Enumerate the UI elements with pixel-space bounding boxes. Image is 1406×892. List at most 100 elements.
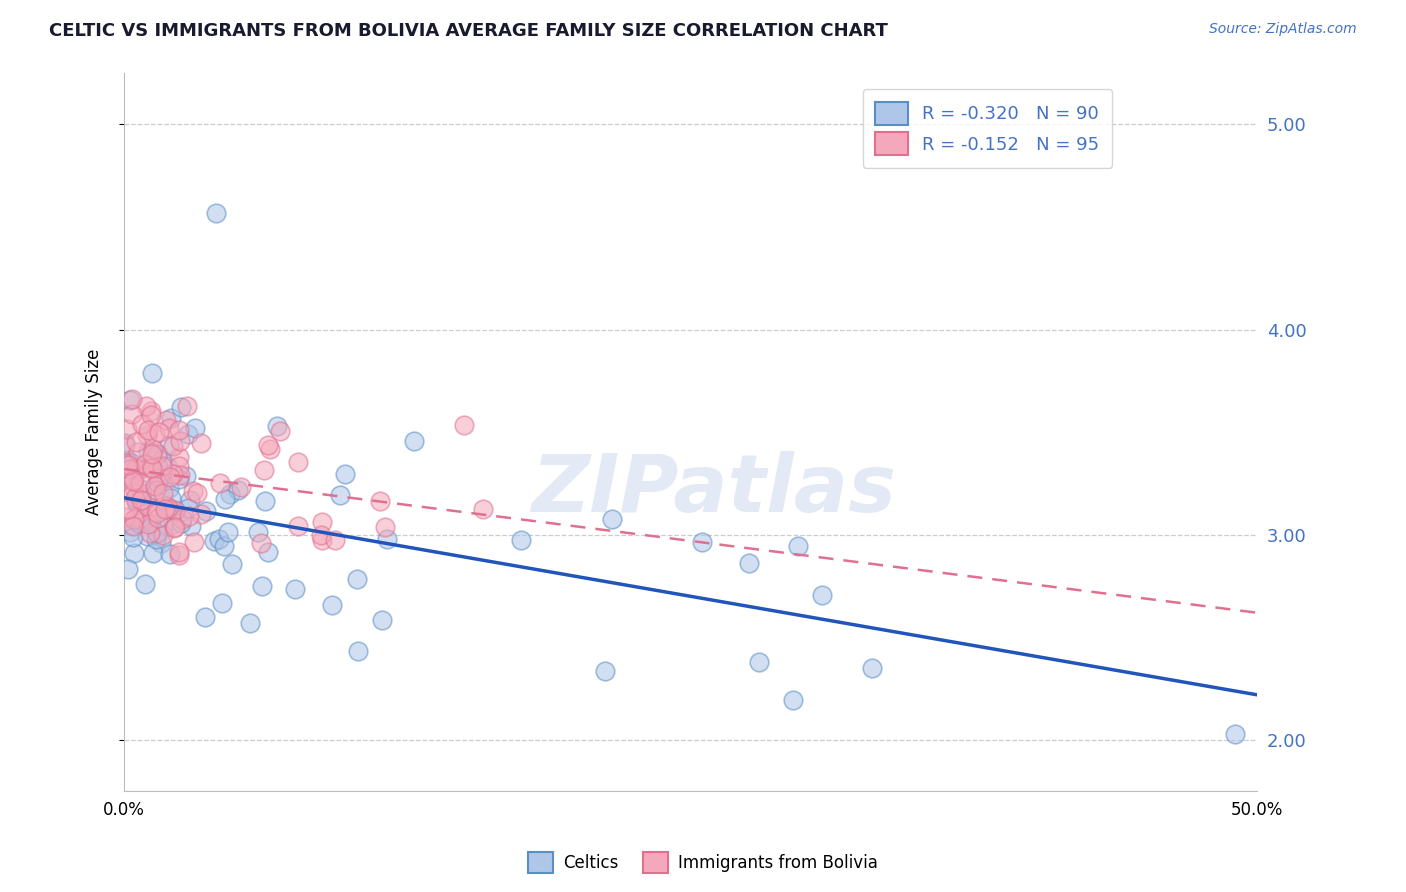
Point	[159, 469, 181, 483]
Point	[283, 582, 305, 597]
Point	[170, 401, 193, 415]
Point	[121, 407, 143, 421]
Point	[163, 503, 186, 517]
Point	[141, 409, 163, 423]
Point	[115, 422, 138, 436]
Point	[156, 459, 179, 474]
Point	[162, 439, 184, 453]
Point	[239, 615, 262, 630]
Point	[690, 535, 713, 549]
Point	[138, 423, 160, 437]
Point	[148, 471, 170, 485]
Point	[146, 511, 169, 525]
Point	[204, 205, 226, 219]
Point	[257, 438, 280, 452]
Point	[163, 519, 186, 533]
Point	[184, 421, 207, 435]
Point	[160, 491, 183, 506]
Point	[782, 693, 804, 707]
Point	[221, 557, 243, 571]
Point	[169, 467, 191, 482]
Point	[146, 526, 169, 541]
Point	[134, 577, 156, 591]
Point	[121, 456, 143, 470]
Point	[347, 643, 370, 657]
Point	[141, 366, 163, 380]
Point	[156, 499, 179, 513]
Point	[146, 460, 169, 475]
Point	[218, 486, 240, 500]
Point	[159, 548, 181, 562]
Point	[141, 461, 163, 475]
Point	[117, 562, 139, 576]
Point	[145, 506, 167, 520]
Point	[145, 483, 167, 497]
Point	[368, 493, 391, 508]
Point	[287, 454, 309, 468]
Point	[510, 533, 533, 547]
Point	[170, 516, 193, 531]
Point	[177, 427, 200, 442]
Point	[186, 486, 208, 500]
Point	[128, 462, 150, 476]
Point	[143, 427, 166, 442]
Point	[157, 438, 180, 452]
Point	[472, 501, 495, 516]
Point	[169, 472, 191, 486]
Point	[145, 504, 167, 518]
Point	[129, 475, 152, 490]
Point	[1223, 727, 1246, 741]
Point	[202, 533, 225, 548]
Text: Source: ZipAtlas.com: Source: ZipAtlas.com	[1209, 22, 1357, 37]
Point	[125, 497, 148, 511]
Point	[162, 467, 184, 481]
Point	[118, 393, 141, 408]
Point	[124, 460, 146, 475]
Point	[169, 434, 191, 449]
Point	[810, 589, 832, 603]
Point	[141, 447, 163, 461]
Point	[124, 509, 146, 524]
Point	[211, 596, 233, 610]
Point	[145, 447, 167, 461]
Point	[135, 506, 157, 520]
Point	[139, 460, 162, 475]
Point	[174, 469, 197, 483]
Point	[142, 442, 165, 456]
Point	[114, 437, 136, 451]
Point	[311, 516, 333, 530]
Point	[180, 519, 202, 533]
Point	[120, 524, 142, 539]
Point	[247, 525, 270, 540]
Point	[118, 462, 141, 476]
Point	[139, 525, 162, 540]
Point	[148, 425, 170, 440]
Point	[127, 445, 149, 459]
Point	[157, 481, 180, 495]
Point	[115, 453, 138, 467]
Point	[122, 473, 145, 487]
Point	[128, 516, 150, 530]
Point	[269, 425, 291, 439]
Point	[329, 488, 352, 502]
Point	[153, 502, 176, 516]
Point	[135, 400, 157, 414]
Point	[125, 435, 148, 450]
Point	[117, 454, 139, 468]
Point	[860, 661, 883, 675]
Point	[129, 460, 152, 475]
Point	[122, 530, 145, 544]
Legend: R = -0.320   N = 90, R = -0.152   N = 95: R = -0.320 N = 90, R = -0.152 N = 95	[863, 89, 1112, 168]
Point	[139, 404, 162, 418]
Point	[117, 502, 139, 516]
Point	[114, 510, 136, 524]
Point	[217, 524, 239, 539]
Point	[167, 545, 190, 559]
Point	[172, 512, 194, 526]
Point	[121, 518, 143, 533]
Point	[229, 480, 252, 494]
Point	[163, 504, 186, 518]
Point	[131, 486, 153, 500]
Point	[152, 486, 174, 500]
Point	[214, 491, 236, 506]
